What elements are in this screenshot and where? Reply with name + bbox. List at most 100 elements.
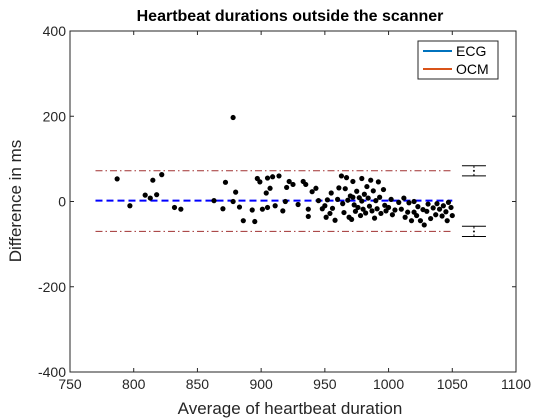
x-tick-label: 800 (122, 376, 146, 392)
legend: ECG OCM (417, 40, 499, 80)
data-point (352, 208, 359, 214)
data-point (147, 195, 153, 201)
data-point (389, 212, 395, 218)
data-point (424, 208, 430, 214)
data-point (284, 184, 290, 191)
data-point (398, 206, 404, 212)
data-point (421, 222, 427, 228)
data-point (364, 183, 370, 190)
data-point (430, 205, 436, 211)
data-point (360, 206, 366, 212)
data-point (335, 196, 341, 202)
data-point (211, 198, 217, 204)
data-point (365, 195, 371, 201)
data-point (425, 201, 431, 207)
x-axis-label: Average of heartbeat duration (178, 399, 403, 418)
data-point (445, 199, 452, 205)
data-point (345, 197, 351, 203)
data-point (448, 204, 454, 211)
data-point (363, 210, 369, 216)
x-tick-label: 1100 (501, 376, 531, 392)
data-point (276, 173, 282, 179)
data-point (267, 185, 273, 191)
data-point (249, 207, 255, 213)
data-point (230, 114, 236, 121)
data-point (359, 198, 365, 204)
data-point (406, 200, 412, 206)
data-point (178, 206, 184, 212)
data-point (405, 209, 411, 215)
data-point (309, 189, 315, 195)
y-axis-label: Difference in ms (6, 140, 25, 263)
x-tick-label: 950 (313, 376, 337, 392)
legend-label-ecg: ECG (456, 43, 486, 59)
data-point (449, 212, 455, 219)
data-point (370, 188, 376, 194)
legend-box (417, 40, 499, 80)
data-point (434, 201, 440, 207)
data-point (332, 217, 338, 223)
data-point (240, 218, 246, 224)
x-tick-label: 1050 (437, 376, 468, 392)
data-point (396, 199, 402, 205)
data-point (382, 202, 388, 208)
data-point (220, 206, 226, 212)
data-point (313, 185, 319, 191)
data-point (114, 176, 120, 182)
data-point (417, 218, 424, 224)
data-point (233, 189, 239, 195)
x-tick-label: 900 (249, 376, 273, 392)
data-point (350, 194, 356, 200)
y-tick-label: 200 (43, 108, 67, 124)
data-point (444, 218, 450, 224)
data-point (142, 192, 148, 198)
data-point (350, 178, 356, 185)
data-point (355, 204, 361, 211)
data-points (114, 114, 455, 228)
data-point (264, 204, 271, 211)
data-point (282, 198, 288, 205)
error-bars (461, 165, 486, 237)
x-axis-ticks: 750 800 850 900 950 1000 1050 1100 (58, 31, 531, 392)
data-point (388, 196, 394, 202)
data-point (327, 210, 333, 217)
y-tick-label: 0 (58, 194, 66, 210)
y-tick-label: 400 (43, 23, 67, 39)
y-tick-label: -400 (38, 364, 66, 380)
data-point (377, 194, 383, 200)
data-point (270, 174, 276, 180)
data-point (230, 198, 236, 205)
data-point (357, 212, 364, 219)
data-point (368, 177, 374, 183)
data-point (408, 218, 415, 224)
data-point (349, 216, 355, 223)
data-point (415, 204, 421, 210)
data-point (374, 206, 380, 212)
x-tick-label: 850 (186, 376, 210, 392)
data-point (127, 203, 133, 209)
data-point (380, 186, 387, 193)
data-point (436, 206, 443, 212)
data-point (361, 191, 367, 197)
data-point (439, 213, 445, 219)
data-point (150, 177, 156, 183)
data-point (257, 179, 263, 185)
data-point (373, 198, 379, 204)
x-tick-label: 750 (58, 376, 82, 392)
data-point (305, 213, 311, 220)
data-point (371, 215, 378, 221)
x-tick-label: 1000 (373, 376, 404, 392)
data-point (286, 178, 292, 185)
data-point (342, 186, 348, 192)
data-point (252, 218, 258, 225)
legend-label-ocm: OCM (456, 61, 489, 77)
y-tick-label: -200 (38, 279, 66, 295)
data-point (315, 198, 322, 204)
data-point (343, 175, 350, 181)
data-point (351, 202, 357, 208)
data-point (272, 203, 278, 209)
data-point (385, 204, 392, 211)
data-point (259, 206, 266, 212)
data-point (338, 173, 345, 179)
data-point (305, 206, 311, 212)
